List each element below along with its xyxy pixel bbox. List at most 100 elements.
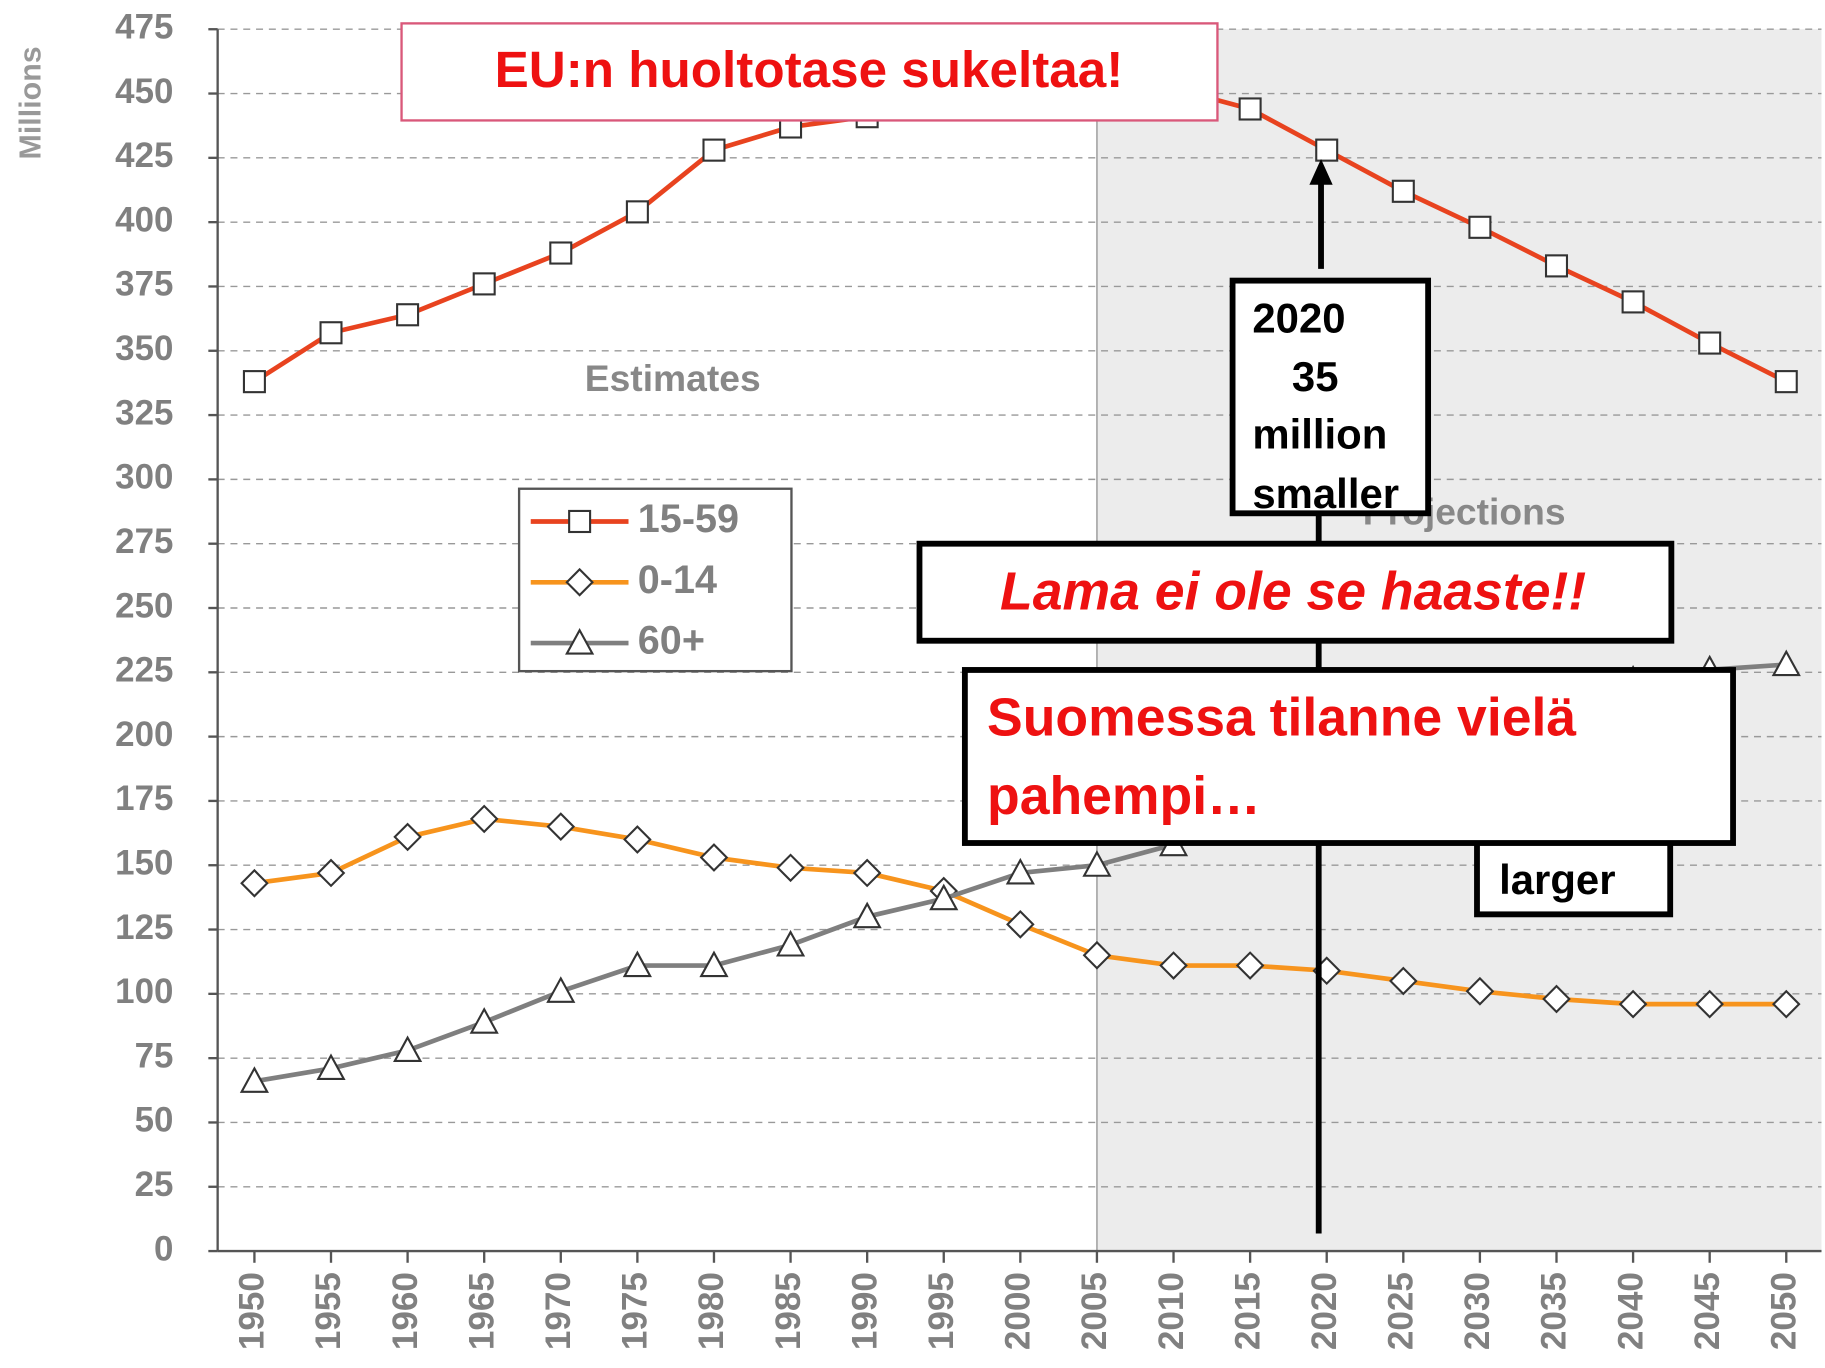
marker — [469, 1007, 499, 1034]
x-tick-label: 1950 — [233, 1272, 272, 1350]
marker — [929, 883, 959, 911]
y-tick-label: 450 — [115, 72, 173, 111]
marker — [239, 1066, 269, 1093]
marker — [568, 509, 592, 534]
y-tick-label: 375 — [115, 265, 173, 304]
marker — [776, 853, 805, 883]
marker — [1082, 850, 1112, 877]
marker — [565, 567, 594, 597]
marker — [1235, 951, 1265, 980]
marker — [1468, 215, 1492, 239]
marker — [546, 976, 576, 1003]
x-tick-label: 2025 — [1382, 1272, 1421, 1350]
marker — [699, 843, 729, 872]
marker — [623, 825, 652, 854]
marker — [319, 321, 343, 345]
y-tick-label: 400 — [115, 200, 173, 239]
x-tick-label: 1965 — [462, 1272, 501, 1350]
note-box — [1229, 277, 1432, 517]
marker — [1695, 989, 1724, 1019]
marker — [1005, 857, 1035, 885]
x-tick-label: 2045 — [1688, 1272, 1727, 1350]
marker — [393, 1035, 423, 1063]
x-tick-label: 1985 — [769, 1272, 808, 1350]
y-tick-label: 325 — [115, 393, 173, 432]
marker — [396, 303, 420, 327]
marker — [702, 138, 726, 162]
x-tick-label: 2000 — [999, 1272, 1038, 1350]
marker — [852, 858, 882, 888]
y-tick-label: 125 — [115, 908, 173, 947]
marker — [565, 628, 595, 655]
suomessa-text: Suomessa tilanne vielä — [987, 688, 1576, 748]
marker — [1771, 989, 1801, 1019]
x-tick-label: 1975 — [616, 1272, 655, 1350]
marker — [1315, 138, 1339, 162]
y-tick-label: 75 — [135, 1036, 174, 1075]
arrow-head — [1309, 159, 1333, 185]
legend-label: 15-59 — [638, 497, 739, 541]
marker — [1159, 951, 1188, 980]
note-text: million — [1252, 410, 1387, 457]
larger-text: larger — [1499, 856, 1615, 903]
marker — [549, 241, 573, 265]
y-tick-label: 200 — [115, 715, 173, 754]
marker — [1389, 966, 1418, 996]
marker — [393, 822, 422, 852]
suomessa-box — [961, 667, 1736, 846]
y-tick-label: 275 — [115, 522, 173, 561]
y-tick-label: 0 — [154, 1229, 173, 1268]
marker — [472, 272, 496, 296]
y-tick-label: 475 — [115, 7, 173, 46]
y-tick-label: 425 — [115, 136, 173, 175]
suomessa-text: pahempi… — [987, 766, 1261, 826]
x-tick-label: 2040 — [1611, 1272, 1650, 1350]
x-tick-label: 2005 — [1075, 1272, 1114, 1350]
x-tick-label: 1980 — [692, 1272, 731, 1350]
y-tick-label: 300 — [115, 458, 173, 497]
legend-label: 60+ — [638, 619, 705, 663]
marker — [699, 950, 729, 978]
x-tick-label: 2035 — [1535, 1272, 1574, 1350]
x-tick-label: 1990 — [845, 1272, 884, 1350]
marker — [852, 901, 882, 929]
marker — [1544, 254, 1569, 278]
x-tick-label: 1955 — [309, 1272, 348, 1350]
marker — [1542, 984, 1571, 1014]
marker — [316, 1053, 346, 1081]
marker — [546, 812, 576, 841]
y-tick-label: 175 — [115, 779, 173, 818]
x-tick-label: 1960 — [386, 1272, 425, 1350]
marker — [1698, 331, 1722, 355]
x-tick-label: 2030 — [1458, 1272, 1497, 1350]
marker — [1465, 976, 1495, 1006]
x-tick-label: 1995 — [922, 1272, 961, 1350]
y-tick-label: 150 — [115, 843, 173, 882]
marker — [1391, 179, 1415, 203]
y-tick-label: 350 — [115, 329, 173, 368]
marker — [240, 868, 269, 898]
x-tick-label: 1970 — [539, 1272, 578, 1350]
marker — [469, 804, 499, 834]
marker — [1006, 910, 1035, 939]
marker — [625, 200, 649, 224]
note-text: smaller — [1252, 470, 1399, 517]
title-box — [400, 22, 1219, 122]
y-tick-label: 225 — [115, 651, 173, 690]
y-tick-label: 250 — [115, 586, 173, 625]
y-tick-label: 25 — [135, 1165, 174, 1204]
marker — [1238, 97, 1262, 121]
y-tick-label: 50 — [135, 1101, 174, 1140]
marker — [242, 370, 266, 394]
lama-text: Lama ei ole se haaste!! — [1000, 561, 1586, 621]
y-tick-label: 100 — [115, 972, 173, 1011]
y-axis-label: Millions — [15, 46, 48, 159]
x-tick-label: 2015 — [1228, 1272, 1267, 1350]
chart-title: EU:n huoltotase sukeltaa! — [495, 41, 1124, 98]
note-text: 35 — [1292, 353, 1339, 400]
marker — [316, 858, 346, 888]
marker — [775, 929, 806, 957]
marker — [1082, 940, 1112, 970]
marker — [1621, 290, 1645, 314]
